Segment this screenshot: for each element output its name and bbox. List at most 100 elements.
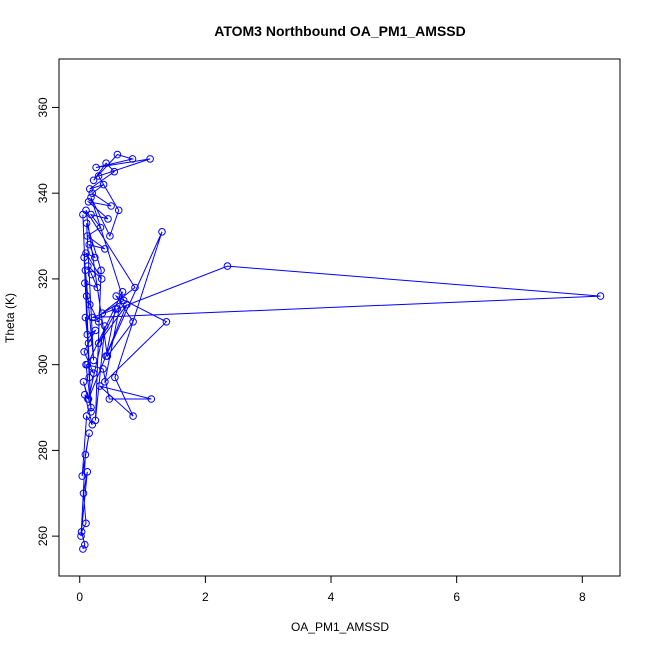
- data-point: [596, 292, 605, 300]
- y-tick-label: 260: [36, 526, 50, 546]
- data-point: [79, 489, 88, 498]
- data-point: [89, 176, 98, 185]
- data-point: [99, 365, 107, 373]
- data-point: [93, 283, 102, 292]
- data-point: [112, 292, 120, 300]
- x-axis: 0 2 4 6 8: [76, 576, 586, 604]
- data-point: [81, 450, 90, 459]
- data-point: [129, 318, 137, 326]
- x-axis-label: OA_PM1_AMSSD: [291, 620, 389, 634]
- data-point: [86, 185, 94, 193]
- data-point: [106, 232, 114, 240]
- data-point: [91, 253, 99, 262]
- data-point: [162, 318, 171, 326]
- data-point: [102, 159, 110, 167]
- data-point: [146, 155, 154, 163]
- data-point: [94, 318, 103, 326]
- data-point: [87, 193, 95, 202]
- data-point: [223, 262, 232, 270]
- data-point: [113, 305, 122, 313]
- data-point: [91, 326, 100, 335]
- data-point: [111, 373, 119, 382]
- data-point: [89, 369, 98, 378]
- y-tick-label: 320: [36, 269, 50, 289]
- data-point: [105, 395, 114, 403]
- data-point: [85, 429, 93, 438]
- data-point: [92, 163, 100, 172]
- y-tick-label: 280: [36, 440, 50, 460]
- data-point: [84, 339, 93, 348]
- data-point: [83, 232, 92, 240]
- data-point: [79, 378, 88, 386]
- x-tick-label: 2: [202, 590, 209, 604]
- data-point: [97, 266, 105, 275]
- data-point: [113, 150, 122, 159]
- data-point: [118, 288, 127, 296]
- data-point: [111, 305, 120, 313]
- data-point: [98, 309, 107, 318]
- data-point: [94, 339, 103, 348]
- data-point: [110, 167, 119, 176]
- data-point: [84, 262, 92, 270]
- data-point: [101, 245, 109, 253]
- data-point: [131, 283, 139, 292]
- data-point: [82, 519, 90, 528]
- data-point: [81, 266, 90, 275]
- y-tick-label: 360: [36, 97, 50, 117]
- data-point: [80, 348, 88, 356]
- data-point: [147, 395, 156, 403]
- data-point: [81, 540, 89, 549]
- data-point: [77, 532, 85, 540]
- data-point: [91, 416, 100, 425]
- data-point: [84, 198, 93, 206]
- data-point: [82, 292, 91, 300]
- data-point: [83, 360, 92, 369]
- y-axis: 260 280 300 320 340 360: [36, 97, 59, 546]
- data-point: [89, 356, 98, 365]
- data-point: [114, 206, 123, 215]
- data-point: [85, 373, 93, 382]
- data-point: [87, 408, 95, 416]
- data-point: [84, 395, 93, 403]
- data-point: [85, 240, 93, 249]
- data-point: [101, 322, 109, 330]
- x-tick-label: 8: [579, 590, 586, 604]
- data-point: [128, 155, 137, 163]
- data-point: [107, 202, 115, 210]
- data-point: [88, 189, 97, 197]
- chart-title: ATOM3 Northbound OA_PM1_AMSSD: [214, 23, 466, 39]
- y-tick-label: 300: [36, 354, 50, 374]
- data-point: [97, 275, 106, 283]
- data-point: [77, 528, 86, 536]
- data-point: [82, 249, 90, 257]
- x-tick-label: 0: [76, 590, 83, 604]
- data-point: [83, 330, 92, 339]
- y-tick-label: 340: [36, 183, 50, 203]
- x-tick-label: 4: [328, 590, 335, 604]
- data-point: [129, 412, 137, 420]
- data-point: [79, 545, 87, 553]
- data-point: [99, 180, 108, 189]
- data-point: [158, 228, 166, 236]
- data-point: [83, 468, 92, 476]
- x-tick-label: 6: [453, 590, 460, 604]
- data-point: [79, 210, 87, 219]
- data-point: [102, 352, 110, 360]
- data-point: [82, 412, 91, 420]
- data-point: [78, 472, 86, 480]
- data-point: [88, 313, 97, 322]
- plot-frame: [58, 58, 621, 577]
- y-axis-label: Theta (K): [3, 293, 17, 343]
- series-group: [77, 150, 605, 553]
- data-point: [86, 300, 94, 309]
- data-point: [94, 172, 103, 180]
- data-point: [81, 279, 89, 288]
- data-point: [96, 223, 105, 232]
- data-point: [87, 403, 95, 412]
- data-point: [96, 382, 104, 390]
- series-line: [80, 154, 601, 550]
- data-point: [104, 215, 112, 223]
- data-point: [82, 219, 91, 227]
- data-point: [101, 378, 109, 386]
